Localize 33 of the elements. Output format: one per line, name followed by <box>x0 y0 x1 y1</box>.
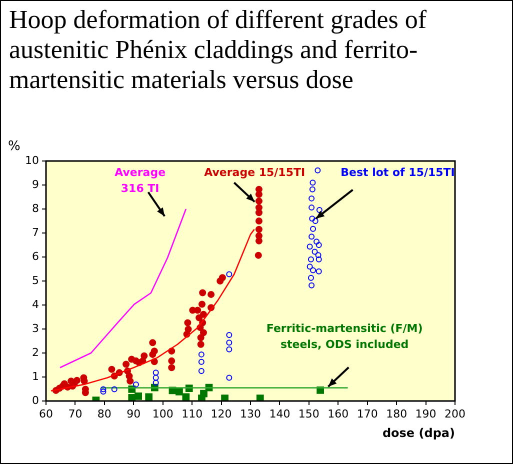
x-tick-label: 130 <box>240 407 261 420</box>
text: Average 316 TI <box>114 166 166 195</box>
y-tick-label: 7 <box>32 226 39 239</box>
x-tick-label: 170 <box>356 407 378 420</box>
y-tick-label: 2 <box>32 346 39 359</box>
series-label: Average 15/15TI <box>204 166 306 179</box>
x-tick-label: 150 <box>298 407 320 420</box>
y-tick-label: 4 <box>32 298 39 311</box>
x-tick-label: 140 <box>269 407 290 420</box>
y-tick-label: 5 <box>32 274 39 287</box>
y-tick-label: 0 <box>32 394 39 407</box>
x-tick-label: 180 <box>386 407 408 420</box>
series-label: Best lot of 15/15TI <box>340 166 455 179</box>
x-tick-label: 80 <box>97 407 112 420</box>
x-tick-label: 200 <box>444 407 466 420</box>
chart-title: Hoop deformation of different grades of austenitic Phénix claddings and ferrito-martensitic materials versus dose <box>9 5 428 95</box>
x-tick-label: 90 <box>126 407 141 420</box>
x-tick-label: 190 <box>415 407 436 420</box>
y-tick-label: 10 <box>25 154 39 167</box>
x-tick-label: 70 <box>68 407 82 420</box>
y-axis-title: % <box>8 138 20 154</box>
text: Ferritic-martensitic (F/M) steels, ODS included <box>266 322 423 351</box>
y-tick-label: 9 <box>32 178 39 191</box>
x-tick-label: 60 <box>39 407 53 420</box>
y-tick-label: 1 <box>32 370 39 383</box>
y-tick-label: 6 <box>32 250 39 263</box>
x-axis-title: dose (dpa) <box>382 426 455 440</box>
y-tick-label: 8 <box>32 202 39 215</box>
x-tick-label: 160 <box>328 407 349 420</box>
x-tick-label: 100 <box>152 407 174 420</box>
x-tick-label: 110 <box>182 407 203 420</box>
x-tick-label: 120 <box>210 407 232 420</box>
y-tick-label: 3 <box>32 322 39 335</box>
